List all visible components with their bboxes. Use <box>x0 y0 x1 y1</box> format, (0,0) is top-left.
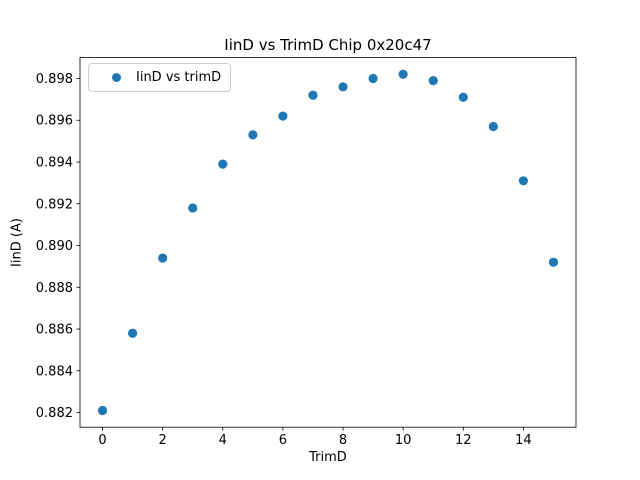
data-point <box>398 69 408 79</box>
scatter-marker-icon <box>112 73 121 82</box>
y-tick-label: 0.890 <box>36 239 73 254</box>
y-axis-label: IinD (A) <box>9 218 25 267</box>
y-tick-label: 0.896 <box>36 114 73 129</box>
data-point <box>428 75 438 86</box>
data-point <box>158 253 168 263</box>
x-tick-label: 10 <box>395 433 412 448</box>
y-tick-label: 0.894 <box>36 156 73 171</box>
y-tick-label: 0.898 <box>36 72 73 87</box>
y-tick-label: 0.886 <box>36 323 73 338</box>
data-point <box>338 82 348 92</box>
data-point <box>188 203 198 213</box>
y-tick-label: 0.884 <box>36 364 73 379</box>
x-tick-label: 2 <box>159 433 167 448</box>
data-point <box>488 121 498 132</box>
x-tick-label: 0 <box>98 433 106 448</box>
y-tick-label: 0.888 <box>36 281 73 296</box>
data-point <box>518 176 528 186</box>
data-point <box>308 90 318 100</box>
chart-title: IinD vs TrimD Chip 0x20c47 <box>224 36 432 54</box>
x-tick-label: 6 <box>279 433 287 448</box>
legend-label: IinD vs trimD <box>136 70 222 85</box>
data-point <box>248 130 258 140</box>
data-point <box>368 73 378 84</box>
data-point <box>278 111 288 121</box>
x-tick-label: 8 <box>339 433 347 448</box>
data-point <box>218 159 228 169</box>
axes-spines <box>79 57 577 428</box>
x-axis-label: TrimD <box>309 450 347 465</box>
data-point <box>97 405 108 416</box>
y-tick-label: 0.882 <box>36 406 73 421</box>
x-tick-label: 4 <box>219 433 227 448</box>
data-point <box>458 92 468 102</box>
x-tick-label: 12 <box>455 433 472 448</box>
legend: IinD vs trimD <box>88 63 231 92</box>
x-tick-label: 14 <box>515 433 532 448</box>
data-point <box>548 257 559 267</box>
data-point <box>128 328 138 338</box>
y-tick-label: 0.892 <box>36 197 73 212</box>
